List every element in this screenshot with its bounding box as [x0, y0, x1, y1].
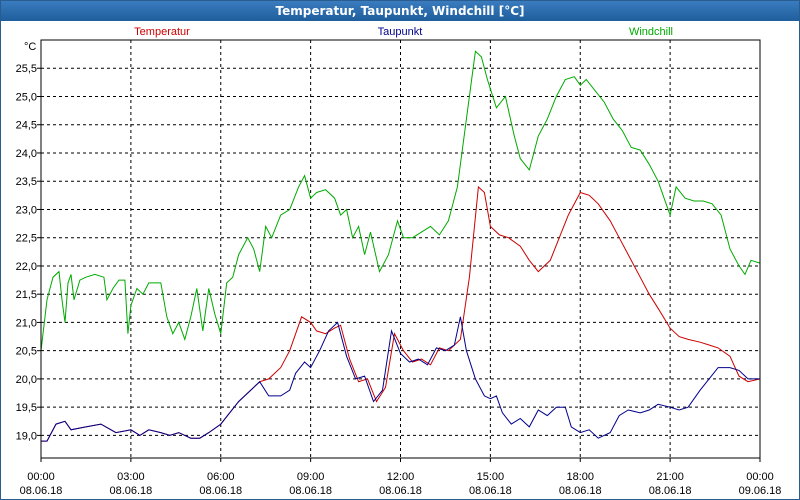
y-tick-label: 24,0 — [16, 148, 37, 160]
x-tick-date: 08.06.18 — [20, 485, 63, 497]
plot-border — [40, 39, 761, 459]
y-tick-label: 20,5 — [16, 346, 37, 358]
axes: 19,0 19,5 20,0 20,5 21,0 21,5 22,0 22,5 23,0 23,5… — [16, 39, 782, 497]
x-tick-time: 00:00 — [746, 471, 774, 483]
y-tick-label: 25,5 — [16, 63, 37, 75]
y-tick-label: 21,5 — [16, 289, 37, 301]
x-tick-time: 18:00 — [566, 471, 594, 483]
x-tick-date: 08.06.18 — [289, 485, 332, 497]
legend-windchill: Windchill — [629, 26, 673, 38]
x-tick-time: 21:00 — [656, 471, 684, 483]
x-tick-time: 15:00 — [477, 471, 505, 483]
y-tick-label: 22,5 — [16, 233, 37, 245]
series-line-taupunkt — [41, 316, 760, 442]
x-tick-time: 06:00 — [207, 471, 235, 483]
x-tick-date: 08.06.18 — [469, 485, 512, 497]
y-tick-label: 23,0 — [16, 204, 37, 216]
x-tick-time: 12:00 — [387, 471, 415, 483]
series-lines — [40, 50, 761, 442]
y-tick-label: 24,5 — [16, 120, 37, 132]
x-tick-time: 00:00 — [27, 471, 55, 483]
y-tick-label: 25,0 — [16, 91, 37, 103]
grid — [41, 40, 760, 458]
x-tick-date: 09.06.18 — [739, 485, 782, 497]
x-tick-date: 08.06.18 — [559, 485, 602, 497]
series-line-windchill — [40, 50, 761, 351]
y-unit-label: °C — [24, 41, 36, 53]
legend-taupunkt: Taupunkt — [378, 26, 423, 38]
y-tick-label: 21,0 — [16, 317, 37, 329]
y-tick-label: 19,0 — [16, 430, 37, 442]
x-tick-date: 08.06.18 — [379, 485, 422, 497]
y-tick-label: 22,0 — [16, 261, 37, 273]
y-tick-label: 23,5 — [16, 176, 37, 188]
legend-temperatur: Temperatur — [134, 26, 190, 38]
x-tick-time: 03:00 — [117, 471, 145, 483]
x-tick-date: 08.06.18 — [109, 485, 152, 497]
y-tick-label: 20,0 — [16, 374, 37, 386]
x-tick-date: 08.06.18 — [649, 485, 692, 497]
window-title: Temperatur, Taupunkt, Windchill [°C] — [1, 1, 799, 21]
x-tick-time: 09:00 — [297, 471, 325, 483]
y-tick-label: 19,5 — [16, 402, 37, 414]
x-tick-date: 08.06.18 — [199, 485, 242, 497]
